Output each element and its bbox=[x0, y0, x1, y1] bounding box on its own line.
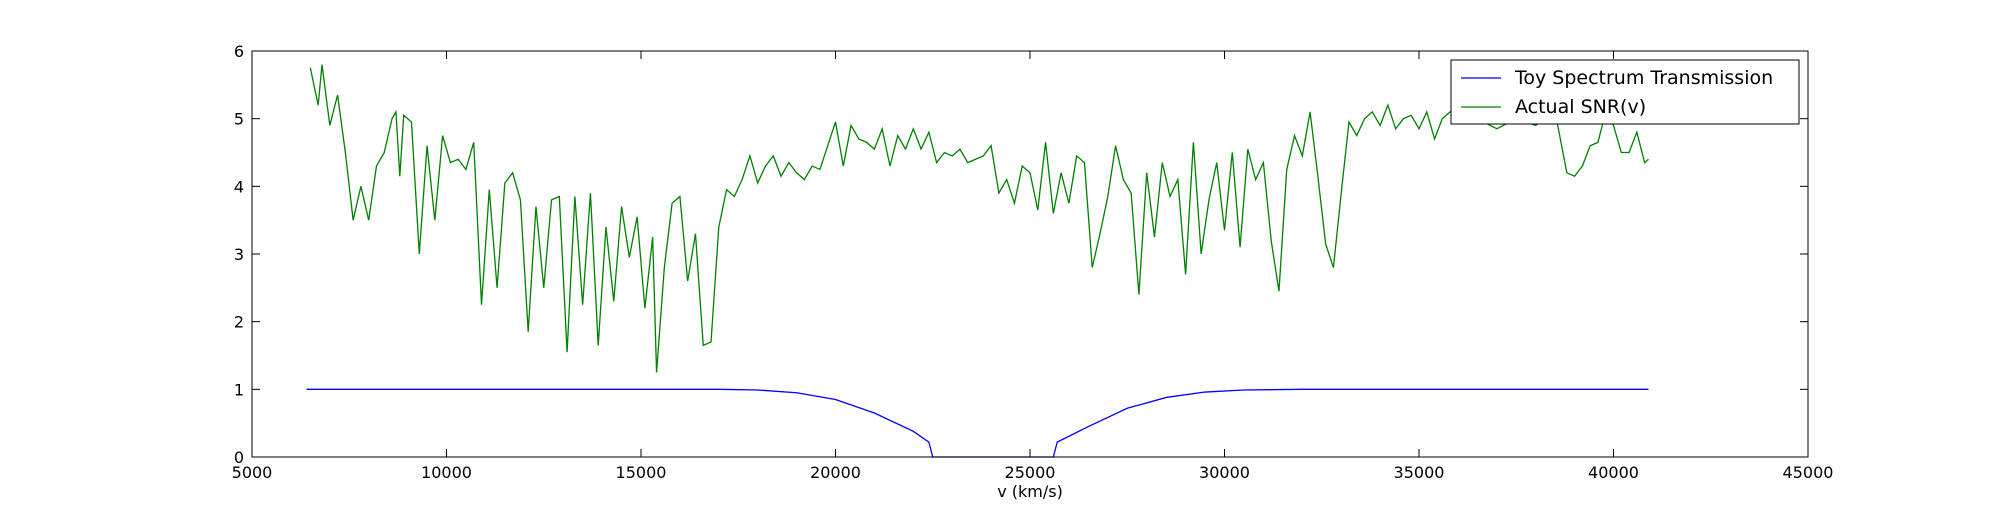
x-tick-label: 40000 bbox=[1588, 463, 1639, 482]
x-tick-label: 15000 bbox=[616, 463, 667, 482]
data-line bbox=[309, 64, 1649, 373]
legend-label: Toy Spectrum Transmission bbox=[1514, 67, 1773, 89]
x-tick-label: 10000 bbox=[421, 463, 472, 482]
y-tick-label: 4 bbox=[234, 177, 244, 196]
x-tick-label: 45000 bbox=[1783, 463, 1834, 482]
y-tick-label: 5 bbox=[234, 110, 244, 129]
legend-label: Actual SNR(v) bbox=[1515, 96, 1646, 118]
y-tick-label: 0 bbox=[234, 448, 244, 467]
data-line bbox=[306, 388, 1649, 458]
y-tick-label: 6 bbox=[234, 42, 244, 61]
y-tick-label: 3 bbox=[234, 245, 244, 264]
plot-frame bbox=[251, 50, 1809, 458]
x-tick-label: 35000 bbox=[1394, 463, 1445, 482]
y-tick-label: 2 bbox=[234, 313, 244, 332]
x-tick-label: 25000 bbox=[1005, 463, 1056, 482]
x-axis-label: v (km/s) bbox=[997, 482, 1063, 501]
x-tick-label: 5000 bbox=[232, 463, 273, 482]
x-tick-label: 30000 bbox=[1199, 463, 1250, 482]
x-tick-label: 20000 bbox=[810, 463, 861, 482]
legend: Toy Spectrum Transmission Actual SNR(v) bbox=[1450, 59, 1800, 125]
y-tick-label: 1 bbox=[234, 380, 244, 399]
legend-box bbox=[1450, 59, 1800, 125]
